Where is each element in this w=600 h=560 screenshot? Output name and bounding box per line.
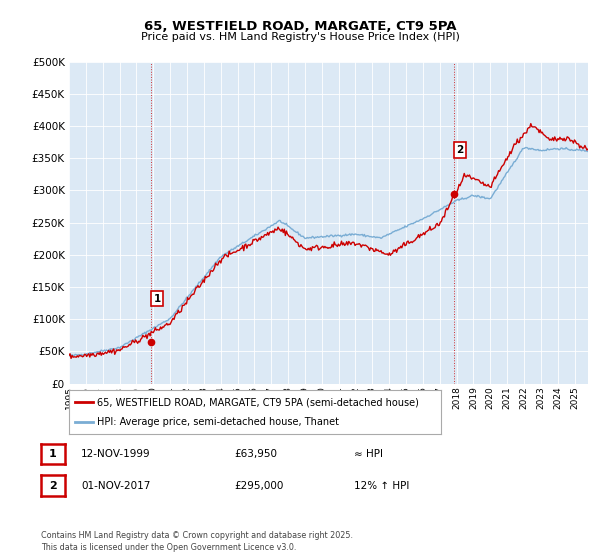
Text: 2: 2	[457, 145, 464, 155]
Text: 01-NOV-2017: 01-NOV-2017	[81, 480, 151, 491]
Text: Price paid vs. HM Land Registry's House Price Index (HPI): Price paid vs. HM Land Registry's House …	[140, 32, 460, 43]
Text: 1: 1	[154, 294, 161, 304]
Text: Contains HM Land Registry data © Crown copyright and database right 2025.
This d: Contains HM Land Registry data © Crown c…	[41, 531, 353, 552]
Text: 65, WESTFIELD ROAD, MARGATE, CT9 5PA (semi-detached house): 65, WESTFIELD ROAD, MARGATE, CT9 5PA (se…	[97, 397, 419, 407]
Text: £295,000: £295,000	[234, 480, 283, 491]
Text: ≈ HPI: ≈ HPI	[354, 449, 383, 459]
Text: 1: 1	[49, 449, 56, 459]
Text: 2: 2	[49, 480, 56, 491]
Text: HPI: Average price, semi-detached house, Thanet: HPI: Average price, semi-detached house,…	[97, 417, 339, 427]
Text: 12-NOV-1999: 12-NOV-1999	[81, 449, 151, 459]
Text: 12% ↑ HPI: 12% ↑ HPI	[354, 480, 409, 491]
Text: £63,950: £63,950	[234, 449, 277, 459]
Text: 65, WESTFIELD ROAD, MARGATE, CT9 5PA: 65, WESTFIELD ROAD, MARGATE, CT9 5PA	[144, 20, 456, 32]
